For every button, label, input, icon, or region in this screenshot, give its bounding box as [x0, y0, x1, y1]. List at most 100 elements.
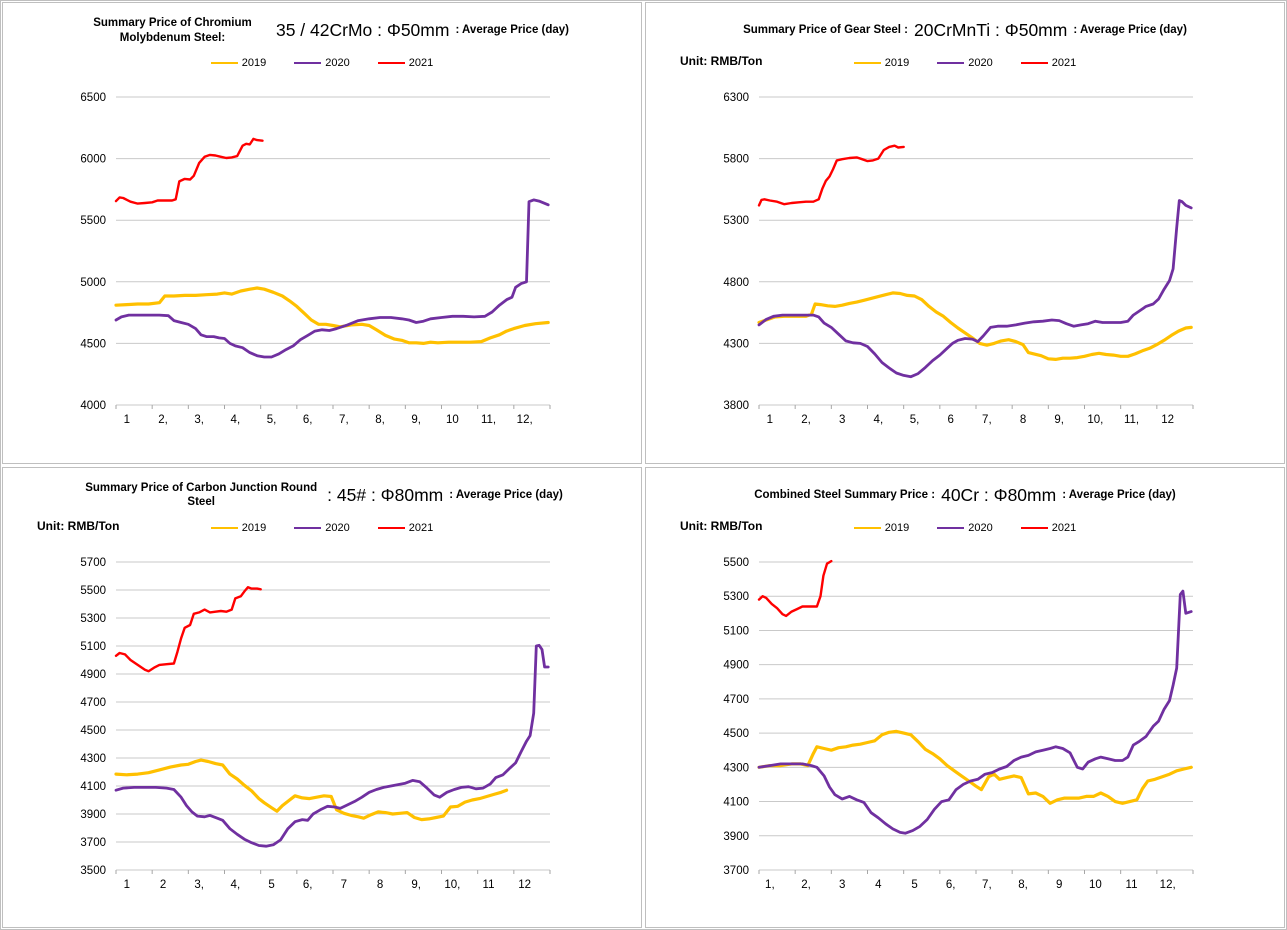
legend-item-2020: 2020 [937, 57, 993, 69]
legend-swatch-2021 [1020, 62, 1048, 64]
legend-swatch-2021 [377, 62, 405, 64]
x-tick-label: 2, [158, 414, 168, 426]
y-tick-label: 4000 [80, 400, 106, 412]
y-tick-label: 4100 [80, 781, 106, 793]
x-tick-label: 2, [801, 414, 811, 426]
x-tick-label: 9, [411, 879, 421, 891]
x-tick-label: 3 [839, 879, 845, 891]
y-tick-label: 4300 [80, 753, 106, 765]
x-tick-label: 9, [1054, 414, 1064, 426]
y-tick-label: 4900 [80, 669, 106, 681]
series-line-2019 [757, 291, 1193, 361]
x-tick-label: 5, [910, 414, 920, 426]
chart-panel-chromium-molybdenum: Summary Price of Chromium Molybdenum Ste… [2, 2, 642, 464]
legend-item-2019: 2019 [853, 57, 909, 69]
y-tick-label: 5300 [723, 591, 749, 603]
legend-swatch-2019 [853, 526, 881, 529]
legend-label-2021: 2021 [408, 57, 434, 69]
line-chart-svg: 5700 5500 5300 5100 4900 4700 4500 4300 4100 3900… [80, 557, 551, 891]
x-tick-label: 10 [1089, 879, 1102, 891]
unit-label: Unit: RMB/Ton [680, 518, 763, 533]
series-line-2019 [757, 729, 1193, 805]
legend-label-2020: 2020 [325, 57, 350, 69]
y-tick-label: 5700 [80, 557, 106, 569]
y-tick-label: 5500 [80, 215, 106, 227]
chart-title-main: : 45# : Φ80mm [327, 484, 444, 505]
series-line-2021 [757, 559, 833, 617]
y-tick-label: 4800 [723, 277, 749, 289]
y-tick-label: 5000 [80, 277, 106, 289]
y-tick-label: 3700 [80, 837, 106, 849]
x-tick-label: 5, [267, 414, 277, 426]
x-tick-label: 8, [375, 414, 385, 426]
x-tick-label: 6, [946, 879, 956, 891]
series-line-2020 [757, 199, 1193, 379]
x-tick-label: 6 [947, 414, 953, 426]
y-tick-label: 4500 [723, 728, 749, 740]
legend-swatch-2019 [853, 62, 881, 64]
x-tick-label: 5 [911, 879, 917, 891]
legend-label-2021: 2021 [1051, 521, 1077, 534]
legend-swatch-2021 [377, 526, 405, 529]
legend-label-2020: 2020 [968, 57, 993, 69]
line-chart-svg: 5500 5300 5100 4900 4700 4500 4300 4100 3900 3700… [723, 557, 1194, 891]
series-line-2019 [114, 758, 509, 821]
chart-title: Combined Steel Summary Price : 40Cr : Φ8… [646, 468, 1284, 514]
chart-title-main: 40Cr : Φ80mm [941, 484, 1057, 505]
chart-meta-row: 2019 2020 2021 [3, 51, 641, 75]
chart-title-prefix: Summary Price of Carbon Junction Round S… [85, 481, 318, 508]
legend-swatch-2020 [294, 526, 322, 529]
legend-label-2019: 2019 [241, 57, 267, 69]
chart-title: Summary Price of Carbon Junction Round S… [3, 468, 641, 514]
y-tick-label: 6000 [80, 154, 106, 166]
legend-swatch-2020 [294, 62, 322, 64]
x-tick-label: 7, [339, 414, 349, 426]
y-tick-label: 4300 [723, 762, 749, 774]
chart-legend: 2019 2020 2021 [3, 516, 641, 540]
legend-item-2020: 2020 [937, 522, 993, 534]
x-tick-label: 11 [483, 879, 495, 891]
y-tick-label: 4100 [723, 796, 749, 808]
x-tick-label: 10 [446, 414, 459, 426]
chart-title-prefix: Combined Steel Summary Price : [754, 488, 936, 501]
x-tick-label: 11, [1124, 414, 1139, 426]
legend-label-2021: 2021 [408, 521, 434, 534]
legend-item-2019: 2019 [210, 57, 267, 69]
y-tick-label: 5100 [723, 625, 749, 637]
series-line-2021 [114, 585, 262, 672]
series-line-2020 [757, 589, 1193, 835]
x-tick-label: 3, [194, 879, 204, 891]
chart-title-suffix: : Average Price (day) [1073, 24, 1187, 37]
chart-meta-row: Unit: RMB/Ton 2019 2020 2021 [3, 516, 641, 540]
chart-panel-combined-steel: Combined Steel Summary Price : 40Cr : Φ8… [645, 466, 1285, 928]
x-tick-label: 1, [765, 879, 775, 891]
legend-item-2021: 2021 [377, 57, 434, 69]
legend-item-2021: 2021 [1020, 57, 1076, 69]
series-line-2020 [114, 643, 550, 848]
y-tick-label: 3900 [723, 830, 749, 842]
chart-title-suffix: : Average Price (day) [449, 488, 563, 501]
x-tick-label: 10, [1087, 414, 1103, 426]
chart-title-main: 20CrMnTi : Φ50mm [914, 20, 1068, 40]
y-tick-label: 5500 [723, 557, 749, 569]
x-tick-label: 9, [411, 414, 421, 426]
series-line-2020 [114, 198, 550, 359]
chart-legend: 2019 2020 2021 [646, 51, 1284, 75]
x-tick-label: 4, [231, 414, 241, 426]
y-tick-label: 6300 [723, 92, 749, 104]
x-tick-label: 7 [341, 879, 347, 891]
x-tick-label: 2 [160, 879, 166, 891]
legend-label-2020: 2020 [325, 521, 350, 534]
y-tick-label: 4500 [80, 338, 106, 350]
x-tick-label: 6, [303, 879, 313, 891]
y-tick-label: 4700 [80, 697, 106, 709]
x-tick-label: 12 [1161, 414, 1174, 426]
x-tick-label: 7, [982, 879, 992, 891]
x-tick-label: 6, [303, 414, 313, 426]
chart-meta-row: Unit: RMB/Ton 2019 2020 2021 [646, 516, 1284, 540]
unit-label: Unit: RMB/Ton [37, 518, 120, 533]
legend-label-2019: 2019 [884, 521, 910, 534]
chart-title: Summary Price of Gear Steel : 20CrMnTi :… [646, 3, 1284, 49]
